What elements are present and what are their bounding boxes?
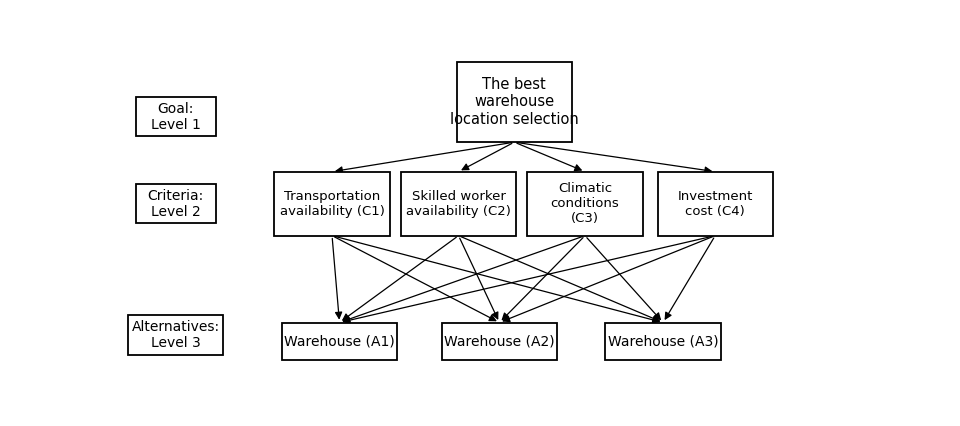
FancyBboxPatch shape (135, 97, 216, 136)
FancyBboxPatch shape (282, 322, 397, 360)
Text: Skilled worker
availability (C2): Skilled worker availability (C2) (406, 190, 511, 218)
FancyBboxPatch shape (606, 322, 721, 360)
Text: Warehouse (A3): Warehouse (A3) (608, 334, 718, 348)
Text: Goal:
Level 1: Goal: Level 1 (151, 102, 201, 132)
FancyBboxPatch shape (442, 322, 557, 360)
Text: Transportation
availability (C1): Transportation availability (C1) (279, 190, 384, 218)
Text: Warehouse (A2): Warehouse (A2) (444, 334, 555, 348)
FancyBboxPatch shape (129, 315, 224, 354)
Text: Criteria:
Level 2: Criteria: Level 2 (148, 189, 204, 219)
FancyBboxPatch shape (135, 184, 216, 223)
Text: The best
warehouse
location selection: The best warehouse location selection (450, 77, 579, 127)
FancyBboxPatch shape (457, 62, 572, 142)
Text: Alternatives:
Level 3: Alternatives: Level 3 (132, 320, 220, 350)
FancyBboxPatch shape (275, 172, 390, 236)
Text: Climatic
conditions
(C3): Climatic conditions (C3) (551, 182, 619, 225)
FancyBboxPatch shape (527, 172, 642, 236)
FancyBboxPatch shape (658, 172, 773, 236)
FancyBboxPatch shape (401, 172, 516, 236)
Text: Warehouse (A1): Warehouse (A1) (284, 334, 395, 348)
Text: Investment
cost (C4): Investment cost (C4) (678, 190, 753, 218)
